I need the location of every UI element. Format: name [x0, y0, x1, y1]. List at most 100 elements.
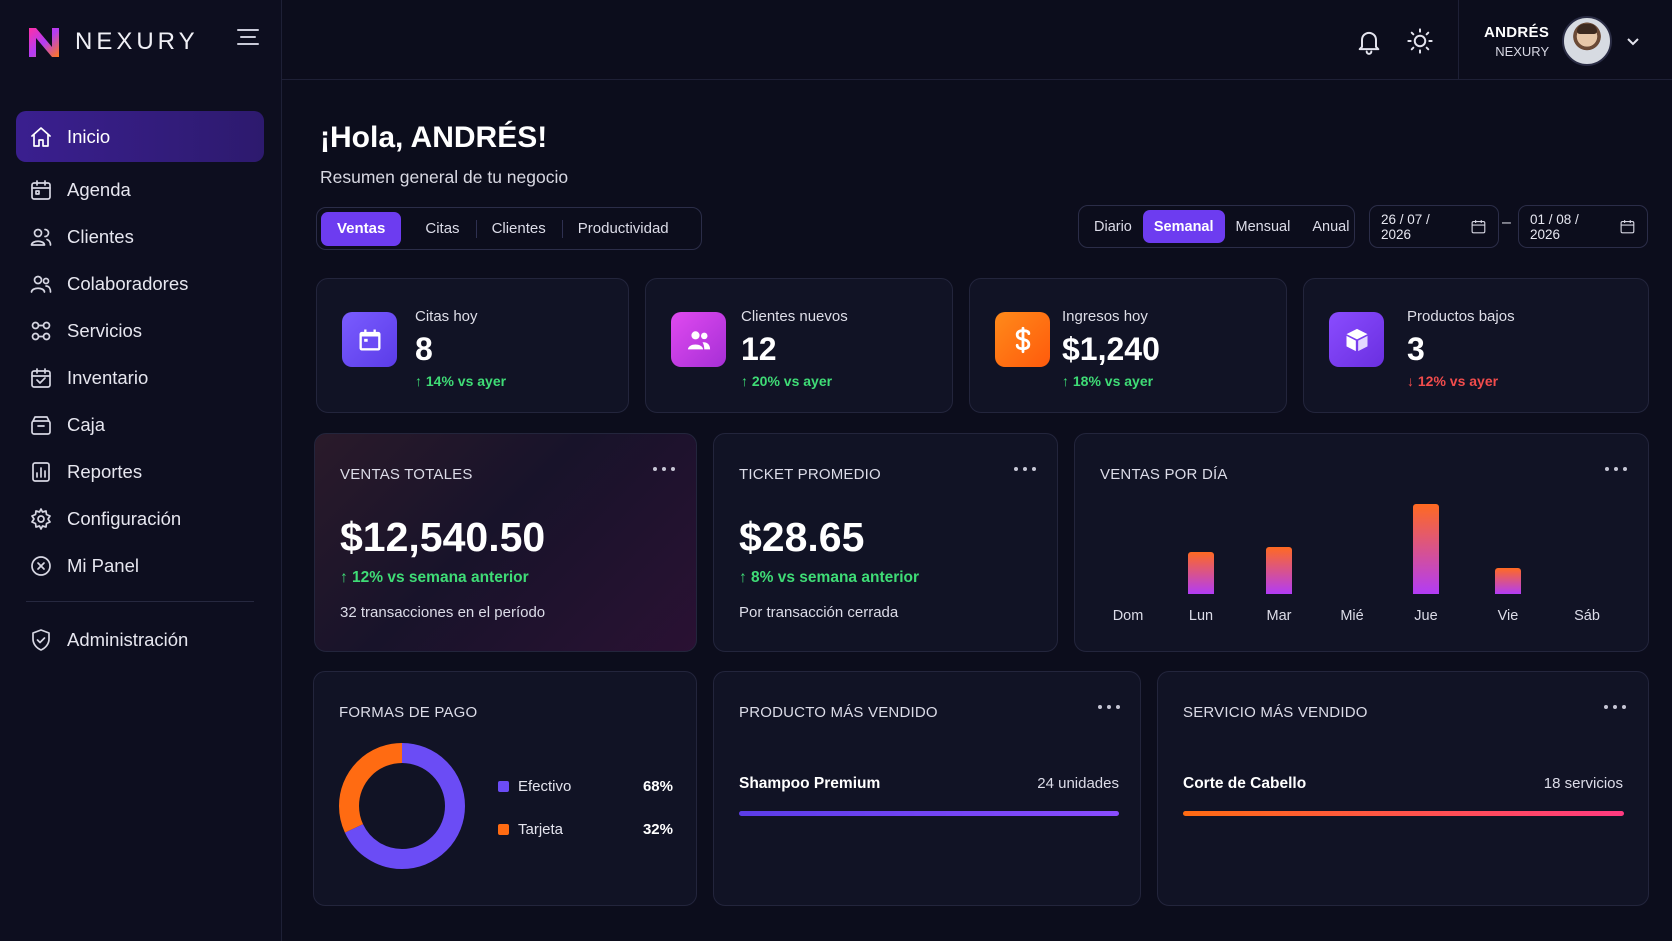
donut-slice-tarjeta[interactable]	[339, 743, 465, 869]
tab-citas[interactable]: Citas	[425, 220, 460, 237]
ventas-totales-value: $12,540.50	[340, 514, 546, 560]
ticket-promedio-value: $28.65	[739, 514, 865, 560]
stat-value: 8	[415, 331, 433, 367]
sidebar-item-mi-panel[interactable]: Mi Panel	[16, 542, 264, 589]
card-title: VENTAS TOTALES	[340, 466, 473, 483]
bar-mar[interactable]	[1266, 547, 1292, 594]
inventory-icon	[31, 367, 51, 388]
nexury-logo-icon	[29, 28, 59, 57]
sidebar-item-label: Reportes	[67, 460, 143, 482]
sidebar-item-agenda[interactable]: Agenda	[16, 166, 264, 213]
chevron-down-icon[interactable]	[1625, 33, 1641, 49]
more-options-icon[interactable]	[653, 464, 675, 474]
top-product-bar	[739, 811, 1119, 816]
legend-pct: 32%	[642, 821, 673, 838]
date-from-value: 26 / 07 / 2026	[1381, 211, 1430, 242]
brand[interactable]: NEXURY	[26, 22, 199, 62]
bar-vie[interactable]	[1495, 568, 1521, 594]
tab-clientes[interactable]: Clientes	[475, 212, 562, 246]
calendar-icon	[342, 312, 397, 367]
services-icon	[31, 321, 51, 340]
sidebar-item-inventario[interactable]: Inventario	[16, 354, 264, 401]
sidebar-item-label: Administración	[67, 628, 189, 650]
more-options-icon[interactable]	[1604, 702, 1626, 712]
ventas-totales-trend: ↑ 12% vs semana anterior	[340, 569, 529, 586]
legend-label: Efectivo	[518, 778, 572, 795]
user-menu[interactable]: ANDRÉS NEXURY	[1484, 16, 1641, 66]
menu-toggle-icon[interactable]	[237, 29, 259, 51]
user-org: NEXURY	[1495, 43, 1550, 59]
more-options-icon[interactable]	[1098, 702, 1120, 712]
legend-item-efectivo: Efectivo 68%	[498, 778, 673, 795]
top-service-count: 18 servicios	[1543, 775, 1623, 792]
date-from-field[interactable]: 26 / 07 / 2026	[1369, 205, 1499, 248]
card-ventas-por-dia: VENTAS POR DÍA Dom Lun Mar Mié Jue Vie Sáb	[1074, 433, 1649, 652]
more-options-icon[interactable]	[1605, 464, 1627, 474]
period-mensual[interactable]: Mensual	[1235, 218, 1291, 235]
home-icon	[31, 126, 51, 147]
card-title: FORMAS DE PAGO	[339, 704, 478, 721]
cashbox-icon	[31, 415, 51, 435]
stat-card-ingresos[interactable]: Ingresos hoy $1,240 ↑ 18% vs ayer	[969, 278, 1287, 413]
user-info: ANDRÉS NEXURY	[1484, 24, 1549, 59]
stat-trend: ↑ 14% vs ayer	[415, 373, 507, 389]
more-options-icon[interactable]	[1014, 464, 1036, 474]
sidebar-item-label: Colaboradores	[67, 272, 189, 294]
sidebar-item-servicios[interactable]: Servicios	[16, 307, 264, 354]
stat-label: Clientes nuevos	[741, 308, 848, 325]
bar-lun[interactable]	[1188, 552, 1214, 594]
gear-icon	[31, 507, 51, 530]
card-title: VENTAS POR DÍA	[1100, 466, 1228, 483]
notifications-bell-icon[interactable]	[1355, 27, 1383, 55]
sidebar-item-label: Servicios	[67, 319, 143, 341]
sidebar-item-colaboradores[interactable]: Colaboradores	[16, 260, 264, 307]
bar-tick-label: Mar	[1266, 608, 1292, 624]
stat-value: 12	[741, 331, 777, 367]
card-servicio-mas-vendido: SERVICIO MÁS VENDIDO Corte de Cabello 18…	[1157, 671, 1649, 906]
sidebar-item-reportes[interactable]: Reportes	[16, 448, 264, 495]
theme-sun-icon[interactable]	[1406, 27, 1434, 55]
bar-tick-label: Lun	[1188, 608, 1214, 624]
bar-tick-label: Dom	[1112, 608, 1144, 624]
stat-card-citas[interactable]: Citas hoy 8 ↑ 14% vs ayer	[316, 278, 629, 413]
stat-label: Productos bajos	[1407, 308, 1515, 325]
bar-tick-label: Jue	[1414, 608, 1438, 624]
tab-productividad[interactable]: Productividad	[561, 212, 685, 246]
sidebar-nav: Inicio Agenda Clientes Colaboradores Ser…	[16, 111, 264, 663]
ventas-totales-note: 32 transacciones en el período	[340, 604, 546, 621]
period-diario[interactable]: Diario	[1094, 218, 1132, 235]
stat-trend: ↑ 20% vs ayer	[741, 373, 833, 389]
card-ticket-promedio: TICKET PROMEDIO $28.65 ↑ 8% vs semana an…	[713, 433, 1058, 652]
card-producto-mas-vendido: PRODUCTO MÁS VENDIDO Shampoo Premium 24 …	[713, 671, 1141, 906]
stat-trend: ↑ 18% vs ayer	[1062, 373, 1154, 389]
sidebar-item-configuracion[interactable]: Configuración	[16, 495, 264, 542]
sidebar-item-label: Agenda	[67, 178, 131, 200]
period-anual[interactable]: Anual	[1312, 218, 1350, 235]
stat-card-clientes[interactable]: Clientes nuevos 12 ↑ 20% vs ayer	[645, 278, 953, 413]
sidebar-item-clientes[interactable]: Clientes	[16, 213, 264, 260]
legend-item-tarjeta: Tarjeta 32%	[498, 821, 673, 838]
period-semanal[interactable]: Semanal	[1142, 210, 1225, 243]
tab-ventas[interactable]: Ventas	[321, 211, 402, 246]
sidebar-item-inicio[interactable]: Inicio	[16, 111, 264, 162]
sidebar-item-label: Caja	[67, 413, 106, 435]
reports-icon	[32, 461, 50, 482]
topbar: ANDRÉS NEXURY	[282, 0, 1672, 80]
date-to-field[interactable]: 01 / 08 / 2026	[1518, 205, 1648, 248]
avatar[interactable]	[1562, 16, 1613, 66]
user-name: ANDRÉS	[1484, 23, 1550, 41]
bar-jue[interactable]	[1413, 504, 1439, 594]
users-icon	[30, 228, 52, 246]
stat-card-productos[interactable]: Productos bajos 3 ↓ 12% vs ayer	[1303, 278, 1649, 413]
stat-value: 3	[1407, 331, 1425, 367]
sidebar-item-label: Mi Panel	[67, 554, 139, 576]
stat-value: $1,240	[1062, 331, 1160, 367]
sidebar-item-caja[interactable]: Caja	[16, 401, 264, 448]
top-product-name: Shampoo Premium	[739, 775, 881, 792]
topbar-separator	[1458, 0, 1459, 80]
sidebar-item-administracion[interactable]: Administración	[16, 616, 264, 663]
dollar-icon	[995, 312, 1050, 367]
card-ventas-totales: VENTAS TOTALES $12,540.50 ↑ 12% vs seman…	[314, 433, 697, 652]
period-selector: Diario Semanal Mensual Anual	[1078, 205, 1355, 248]
bar-tick-label: Sáb	[1574, 608, 1600, 624]
